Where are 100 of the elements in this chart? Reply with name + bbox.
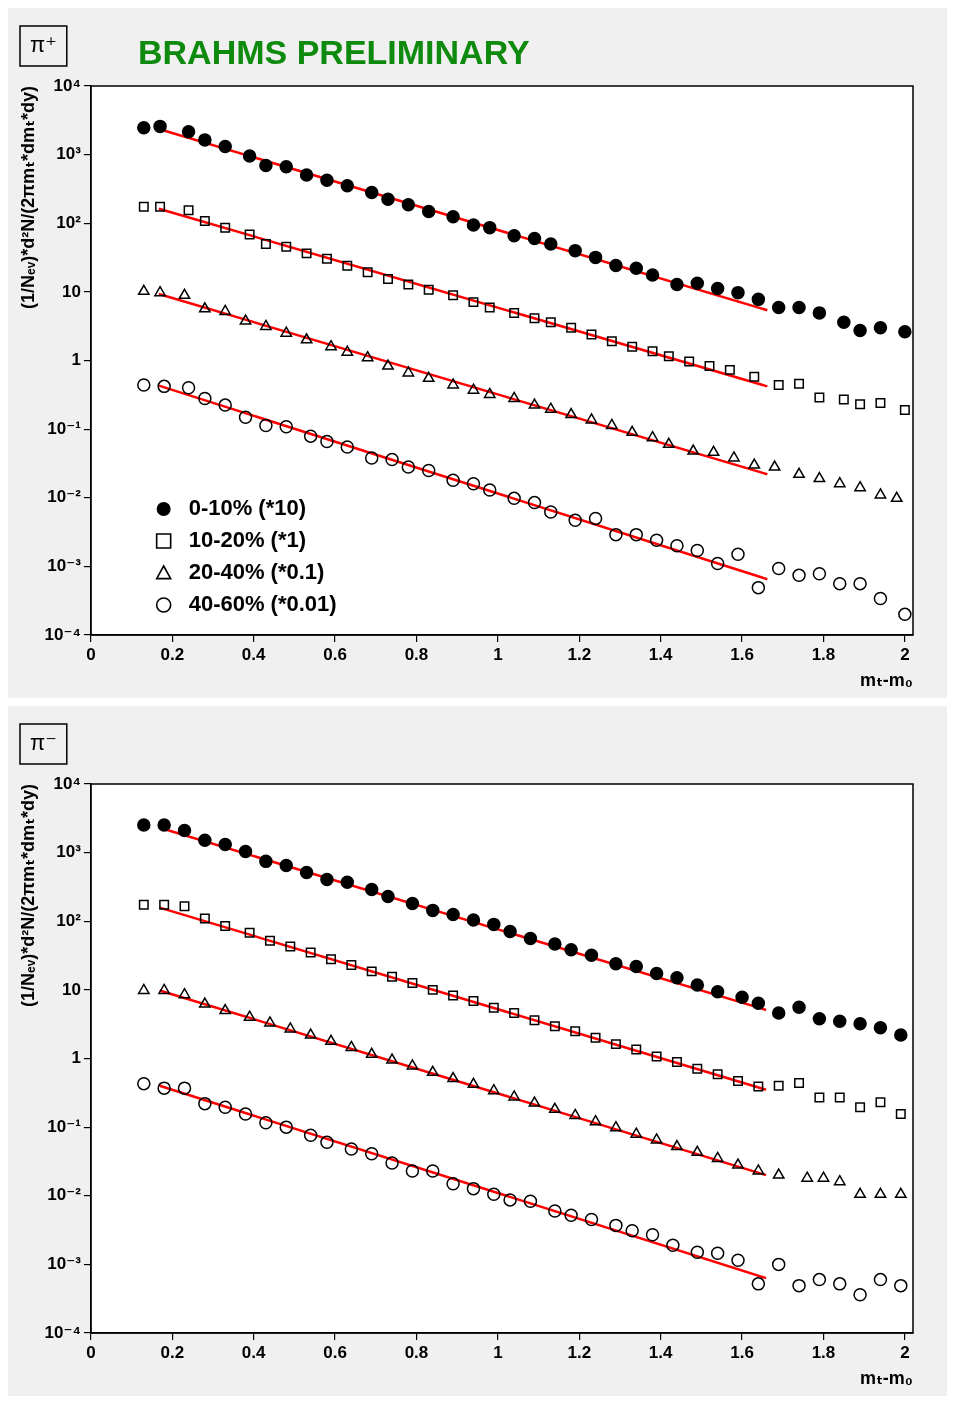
point: [426, 903, 440, 918]
point: [528, 1096, 541, 1107]
point: [325, 1034, 337, 1046]
point: [773, 1080, 784, 1091]
point: [407, 977, 418, 988]
point: [181, 381, 196, 395]
point: [361, 350, 374, 362]
point: [340, 178, 355, 193]
point: [484, 302, 495, 313]
point: [321, 253, 332, 264]
y-tick-label: 10⁻³: [47, 1254, 82, 1274]
point: [342, 260, 353, 271]
point: [157, 379, 171, 394]
point: [626, 425, 639, 437]
legend-label: 40-60% (*0.01): [188, 591, 337, 617]
y-tick-label: 10⁻⁴: [44, 1322, 81, 1342]
point: [687, 444, 700, 455]
point: [285, 941, 296, 952]
point: [817, 1171, 830, 1182]
y-tick-label: 10: [61, 979, 81, 999]
point: [137, 378, 151, 392]
point: [178, 288, 191, 300]
point: [527, 231, 542, 246]
point: [651, 1051, 662, 1062]
point: [448, 290, 459, 301]
point: [238, 844, 253, 859]
point: [137, 1076, 151, 1091]
point: [137, 818, 151, 832]
point: [364, 882, 379, 897]
point: [346, 960, 357, 971]
point: [875, 398, 886, 409]
point: [260, 238, 271, 249]
point: [792, 568, 806, 583]
point: [508, 1090, 521, 1101]
point: [814, 1092, 825, 1103]
x-tick-label: 1.2: [567, 1342, 592, 1362]
point: [446, 473, 460, 487]
y-tick-label: 10⁴: [53, 75, 81, 95]
point: [670, 277, 684, 292]
point: [838, 394, 849, 405]
point: [199, 913, 210, 924]
x-tick-label: 1.8: [811, 644, 836, 664]
point: [569, 1108, 582, 1120]
point: [198, 997, 211, 1008]
point: [381, 192, 395, 207]
y-tick-label: 1: [71, 350, 81, 370]
point: [771, 561, 786, 576]
point: [218, 139, 232, 154]
point: [303, 429, 318, 443]
y-tick-label: 10⁻¹: [47, 1116, 82, 1136]
point: [724, 364, 735, 375]
point: [749, 371, 760, 382]
point: [874, 488, 887, 499]
point: [421, 463, 436, 478]
point: [198, 133, 212, 147]
point: [898, 607, 912, 622]
point: [610, 1039, 621, 1050]
point: [873, 321, 888, 335]
point: [446, 210, 460, 224]
point: [218, 398, 232, 412]
point: [629, 527, 643, 542]
point: [238, 1107, 253, 1121]
point: [446, 907, 460, 922]
point: [299, 865, 314, 880]
point: [692, 1063, 703, 1074]
point: [590, 1032, 601, 1043]
point: [299, 168, 314, 182]
point: [792, 1000, 806, 1014]
point: [523, 1194, 538, 1209]
point: [873, 1021, 888, 1035]
x-tick-label: 2: [900, 1342, 910, 1362]
point: [855, 399, 866, 410]
point: [812, 306, 827, 320]
point: [566, 322, 577, 333]
point: [793, 467, 805, 478]
point: [585, 413, 598, 424]
point: [242, 149, 257, 163]
point: [218, 837, 232, 852]
point: [218, 1100, 232, 1114]
x-tick-label: 0: [86, 644, 96, 664]
point: [259, 418, 273, 433]
point: [691, 1145, 704, 1157]
point: [854, 480, 867, 492]
point: [710, 984, 725, 999]
point: [875, 1097, 886, 1108]
point: [158, 983, 171, 995]
point: [364, 451, 379, 465]
point: [853, 1288, 867, 1302]
point: [405, 896, 420, 911]
point: [220, 222, 231, 233]
point: [874, 1187, 887, 1199]
point: [548, 1204, 562, 1218]
point: [387, 971, 398, 982]
x-tick-label: 1.4: [648, 644, 674, 664]
point: [466, 218, 481, 232]
point: [663, 351, 674, 362]
point: [259, 854, 273, 869]
point: [523, 931, 538, 946]
point: [385, 452, 399, 467]
point: [650, 1133, 663, 1144]
